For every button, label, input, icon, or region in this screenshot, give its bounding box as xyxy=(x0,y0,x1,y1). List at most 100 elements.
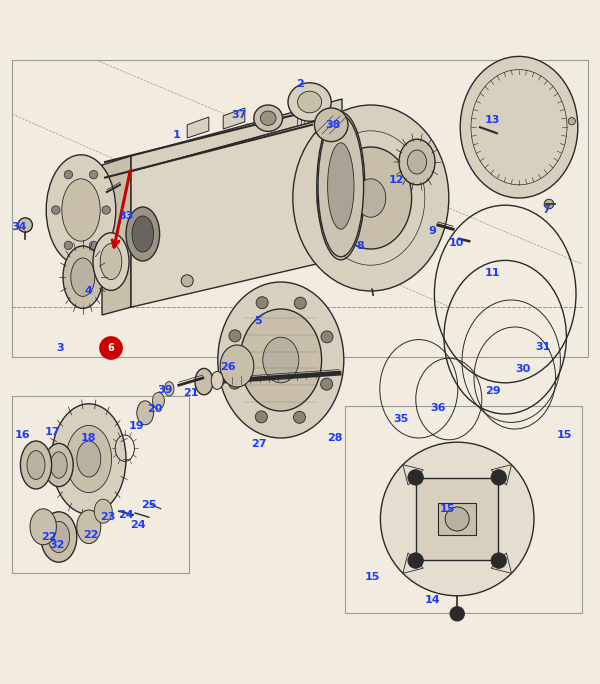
Polygon shape xyxy=(131,99,342,172)
Ellipse shape xyxy=(460,56,578,198)
Text: 1: 1 xyxy=(173,130,181,140)
Ellipse shape xyxy=(330,147,412,249)
Text: 35: 35 xyxy=(393,414,409,424)
Ellipse shape xyxy=(93,233,129,291)
Text: 38: 38 xyxy=(325,120,341,130)
Ellipse shape xyxy=(164,382,174,396)
Ellipse shape xyxy=(126,207,160,261)
Text: 6: 6 xyxy=(107,343,115,353)
Circle shape xyxy=(491,553,506,568)
Text: 23: 23 xyxy=(100,512,116,522)
Ellipse shape xyxy=(260,111,276,125)
Ellipse shape xyxy=(77,441,101,477)
Ellipse shape xyxy=(195,369,213,395)
Bar xyxy=(438,503,476,535)
Bar xyxy=(12,60,588,357)
Text: 33: 33 xyxy=(118,211,134,221)
Circle shape xyxy=(229,377,241,389)
Ellipse shape xyxy=(293,105,449,291)
Circle shape xyxy=(102,206,110,214)
Text: 27: 27 xyxy=(251,439,267,449)
Circle shape xyxy=(408,553,424,568)
Circle shape xyxy=(256,411,268,423)
Circle shape xyxy=(321,331,333,343)
Text: 24: 24 xyxy=(130,520,146,530)
Ellipse shape xyxy=(48,521,70,553)
Circle shape xyxy=(294,297,306,309)
Circle shape xyxy=(89,241,98,250)
Text: 7: 7 xyxy=(542,205,550,215)
Text: 16: 16 xyxy=(15,430,31,440)
Ellipse shape xyxy=(318,115,364,256)
Ellipse shape xyxy=(288,83,331,121)
Text: 26: 26 xyxy=(220,363,236,372)
Text: 22: 22 xyxy=(41,532,57,542)
Ellipse shape xyxy=(41,512,77,562)
Ellipse shape xyxy=(399,140,435,185)
Text: 14: 14 xyxy=(424,595,440,605)
Ellipse shape xyxy=(132,216,154,252)
Ellipse shape xyxy=(44,443,73,486)
Circle shape xyxy=(64,170,73,179)
Ellipse shape xyxy=(66,425,112,492)
Circle shape xyxy=(229,330,241,342)
Bar xyxy=(12,396,189,573)
Ellipse shape xyxy=(20,441,52,489)
Circle shape xyxy=(568,118,575,124)
Text: 15: 15 xyxy=(439,504,455,514)
Ellipse shape xyxy=(46,155,116,265)
Text: 21: 21 xyxy=(183,388,199,398)
Circle shape xyxy=(314,108,348,142)
Polygon shape xyxy=(102,156,131,315)
Ellipse shape xyxy=(62,179,100,241)
Ellipse shape xyxy=(254,105,283,131)
Ellipse shape xyxy=(330,150,352,222)
Circle shape xyxy=(408,470,424,485)
Circle shape xyxy=(52,206,60,214)
Circle shape xyxy=(64,241,73,250)
Text: 24: 24 xyxy=(118,510,134,520)
Text: 17: 17 xyxy=(45,427,61,437)
Text: 34: 34 xyxy=(11,222,27,232)
Circle shape xyxy=(380,442,534,596)
Text: 2: 2 xyxy=(296,79,304,89)
Ellipse shape xyxy=(298,91,322,113)
Ellipse shape xyxy=(220,345,254,387)
Circle shape xyxy=(100,337,122,359)
Circle shape xyxy=(18,218,32,232)
Ellipse shape xyxy=(317,112,365,260)
Text: 29: 29 xyxy=(485,386,501,396)
Text: 37: 37 xyxy=(231,110,247,120)
Text: 3: 3 xyxy=(56,343,64,353)
Ellipse shape xyxy=(263,337,299,383)
Ellipse shape xyxy=(356,179,386,218)
Text: 9: 9 xyxy=(428,226,436,236)
Text: 10: 10 xyxy=(448,238,464,248)
Text: 39: 39 xyxy=(157,385,173,395)
Ellipse shape xyxy=(100,244,122,280)
Text: 28: 28 xyxy=(327,433,343,443)
Bar xyxy=(345,406,582,613)
Text: 12: 12 xyxy=(388,175,404,185)
Ellipse shape xyxy=(52,404,126,514)
Text: 8: 8 xyxy=(356,241,364,251)
Ellipse shape xyxy=(152,393,164,409)
Text: 11: 11 xyxy=(484,268,500,278)
Text: 18: 18 xyxy=(81,433,97,443)
Ellipse shape xyxy=(77,510,101,544)
Ellipse shape xyxy=(328,143,354,229)
Circle shape xyxy=(544,199,554,209)
Polygon shape xyxy=(131,114,342,307)
Ellipse shape xyxy=(30,509,56,544)
Circle shape xyxy=(450,607,464,621)
Ellipse shape xyxy=(71,258,95,296)
Text: 5: 5 xyxy=(254,316,262,326)
Text: 19: 19 xyxy=(129,421,145,431)
Circle shape xyxy=(256,297,268,308)
Text: 31: 31 xyxy=(535,342,551,352)
Circle shape xyxy=(491,470,506,485)
Text: 25: 25 xyxy=(141,500,157,510)
Ellipse shape xyxy=(240,309,322,411)
Text: 15: 15 xyxy=(364,573,380,582)
Polygon shape xyxy=(223,108,245,129)
